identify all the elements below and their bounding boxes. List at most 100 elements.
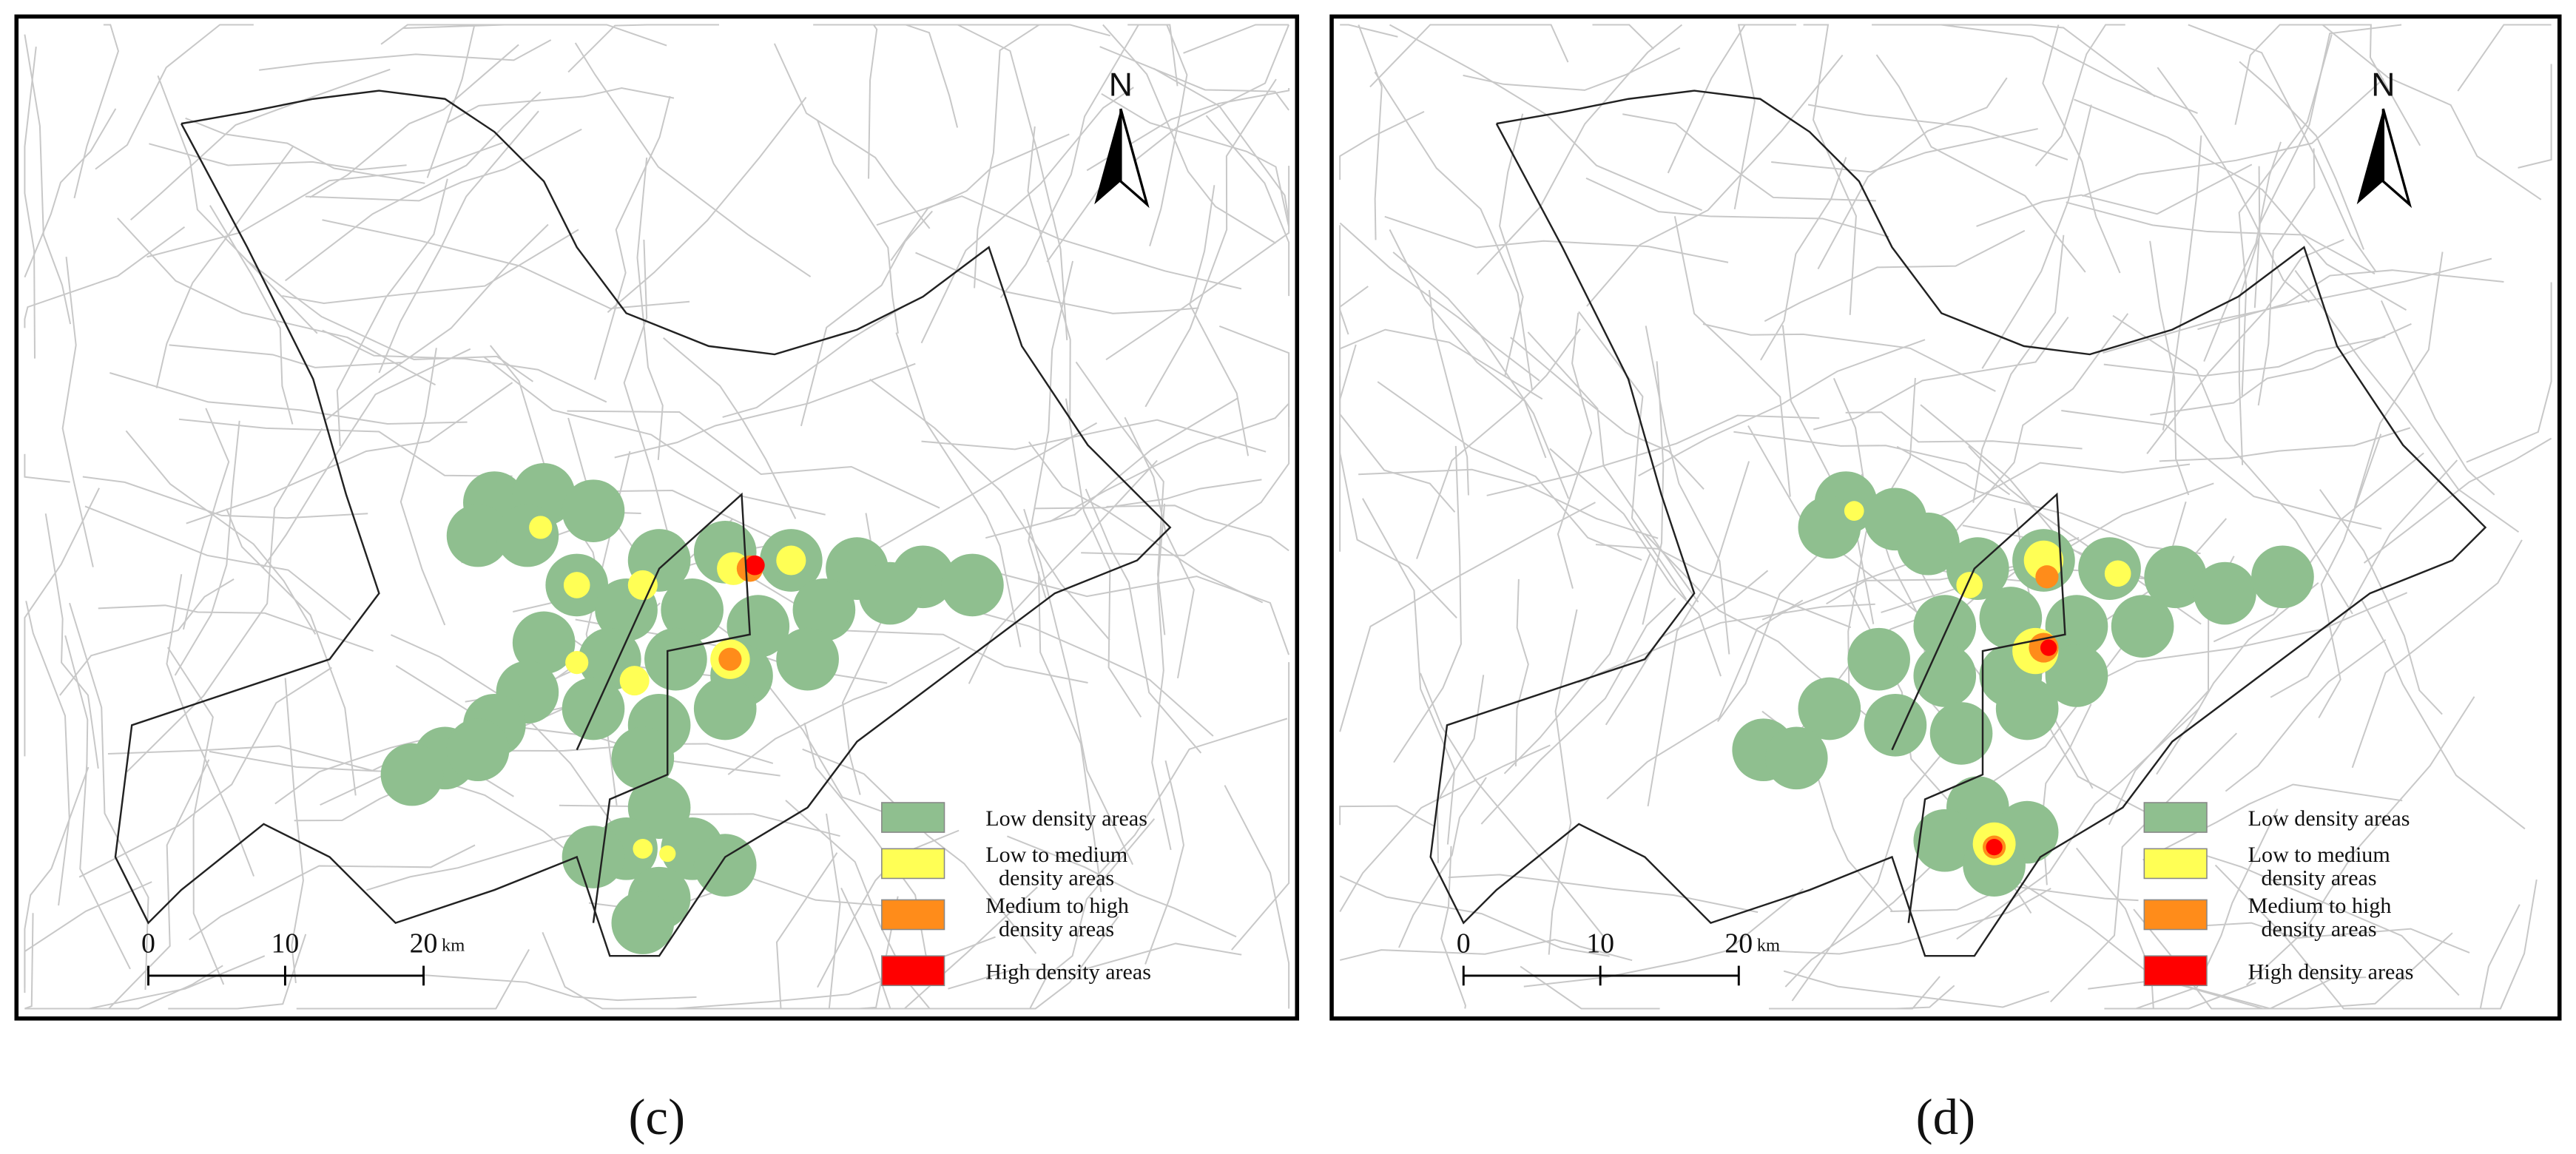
district-boundary: [576, 492, 751, 923]
road: [1183, 24, 1289, 54]
road: [2061, 410, 2382, 530]
road: [1099, 46, 1289, 111]
road: [1548, 609, 1578, 955]
road: [727, 647, 960, 775]
road: [24, 955, 266, 1010]
road: [1952, 313, 2129, 535]
road: [920, 87, 1134, 344]
legend-swatch: [2143, 802, 2208, 833]
road: [1557, 312, 1593, 589]
road: [614, 362, 916, 459]
density-zone: [2040, 639, 2057, 656]
scale-label: 20: [410, 928, 438, 959]
road: [2133, 908, 2279, 1010]
road: [1218, 325, 1290, 428]
road: [1065, 398, 1142, 718]
road: [24, 46, 37, 359]
road: [25, 601, 70, 906]
road: [1622, 113, 1876, 202]
road: [1771, 128, 2038, 173]
legend-swatch: [881, 802, 945, 833]
legend-swatch: [881, 899, 945, 931]
road: [1702, 323, 1996, 392]
density-zone: [2045, 595, 2108, 658]
road: [785, 800, 931, 1010]
panel-frame: [14, 14, 1300, 1021]
legend-label: density areas: [2261, 865, 2376, 890]
road: [2457, 24, 2552, 92]
road: [1436, 675, 1485, 863]
road: [1577, 603, 1875, 684]
road: [182, 408, 230, 630]
road: [1760, 157, 1847, 361]
road: [915, 252, 1199, 314]
road: [1339, 222, 1540, 382]
density-zone: [661, 578, 724, 641]
legend-swatch: [881, 955, 945, 987]
road: [1784, 831, 1967, 988]
road: [174, 420, 240, 676]
road: [999, 24, 1139, 298]
district-boundary: [1429, 90, 2487, 957]
road: [2238, 34, 2333, 396]
road: [1231, 662, 1290, 951]
road: [948, 942, 1242, 990]
road: [178, 418, 513, 477]
density-zone: [776, 545, 806, 576]
density-zone: [941, 553, 1004, 617]
road: [1075, 361, 1166, 635]
density-zone: [1798, 677, 1861, 740]
district-boundary: [1891, 492, 2066, 923]
legend-label: density areas: [2261, 916, 2376, 941]
road: [1028, 260, 1074, 599]
road: [24, 913, 34, 1010]
density-zone: [562, 826, 625, 888]
road: [117, 217, 436, 386]
legend-swatch: [2143, 899, 2208, 931]
road: [980, 567, 1290, 655]
road: [1389, 229, 1547, 459]
road: [24, 487, 101, 757]
road: [189, 844, 476, 941]
scale-unit: km: [1757, 935, 1780, 955]
road: [2518, 64, 2552, 169]
road: [1981, 104, 2092, 369]
road: [166, 647, 225, 985]
road: [296, 948, 530, 1010]
road: [1956, 707, 2200, 940]
road: [2207, 855, 2460, 996]
density-zone: [1956, 572, 1983, 598]
road: [1149, 24, 1188, 246]
density-zone: [1929, 702, 1993, 765]
road: [594, 95, 671, 380]
road: [2074, 98, 2407, 311]
road: [166, 574, 255, 877]
road: [567, 410, 940, 509]
density-zone: [726, 595, 790, 658]
legend-label: Low density areas: [2248, 806, 2410, 831]
density-zone: [512, 611, 576, 675]
road: [1845, 411, 2083, 450]
road: [2353, 252, 2444, 508]
legend-label: Low density areas: [985, 806, 1147, 831]
road: [1867, 976, 1941, 1010]
road: [1340, 24, 1398, 38]
road: [1127, 24, 1179, 87]
road: [1106, 505, 1289, 552]
density-zone: [1897, 512, 1960, 576]
road: [1586, 54, 1844, 307]
road: [1339, 225, 1349, 335]
road: [921, 419, 1267, 453]
road: [157, 75, 318, 334]
density-zone: [693, 677, 757, 740]
road: [426, 24, 517, 178]
road: [78, 667, 332, 878]
road: [1369, 24, 1540, 88]
density-zone: [744, 555, 765, 576]
road: [2239, 61, 2364, 250]
road: [1673, 216, 1791, 497]
road: [607, 96, 807, 313]
road: [130, 68, 391, 220]
